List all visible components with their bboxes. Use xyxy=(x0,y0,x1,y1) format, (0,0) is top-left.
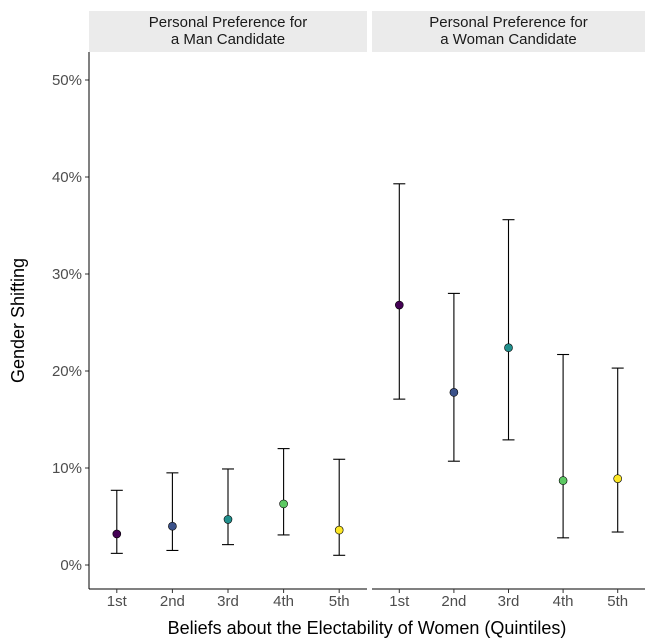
x-tick-label: 3rd xyxy=(217,593,239,610)
facet-strip-title: a Woman Candidate xyxy=(440,31,576,48)
facet-strip xyxy=(372,11,645,52)
data-point xyxy=(394,300,404,310)
x-tick-label: 1st xyxy=(389,593,410,610)
facet-strip-title: Personal Preference for xyxy=(429,14,587,31)
y-tick-labels: 0% 10% 20% 30% 40% 50% xyxy=(52,52,90,589)
data-point xyxy=(168,521,177,531)
facet-strip xyxy=(89,11,367,52)
x-tick-label: 5th xyxy=(607,593,628,610)
y-axis-title: Gender Shifting xyxy=(8,258,28,383)
y-tick-label: 0% xyxy=(60,557,82,574)
data-point xyxy=(334,525,344,535)
data-point xyxy=(613,474,623,483)
data-point xyxy=(449,388,459,397)
y-tick-label: 30% xyxy=(52,266,82,283)
data-point xyxy=(558,476,568,485)
x-tick-label: 5th xyxy=(329,593,350,610)
data-point xyxy=(504,343,513,353)
y-tick-label: 20% xyxy=(52,363,82,380)
x-tick-label: 2nd xyxy=(441,593,466,610)
x-tick-label: 2nd xyxy=(160,593,185,610)
x-tick-label: 1st xyxy=(107,593,128,610)
x-axis-title: Beliefs about the Electability of Women … xyxy=(168,618,567,638)
data-point xyxy=(279,499,288,509)
y-tick-label: 10% xyxy=(52,460,82,477)
y-tick-label: 40% xyxy=(52,169,82,186)
y-tick-label: 50% xyxy=(52,72,82,89)
x-tick-label: 4th xyxy=(273,593,294,610)
x-tick-label: 3rd xyxy=(498,593,520,610)
facet-strip-title: a Man Candidate xyxy=(171,31,285,48)
facet-strip-title: Personal Preference for xyxy=(149,14,307,31)
data-point xyxy=(223,515,233,524)
x-tick-label: 4th xyxy=(553,593,574,610)
data-point xyxy=(112,529,122,539)
